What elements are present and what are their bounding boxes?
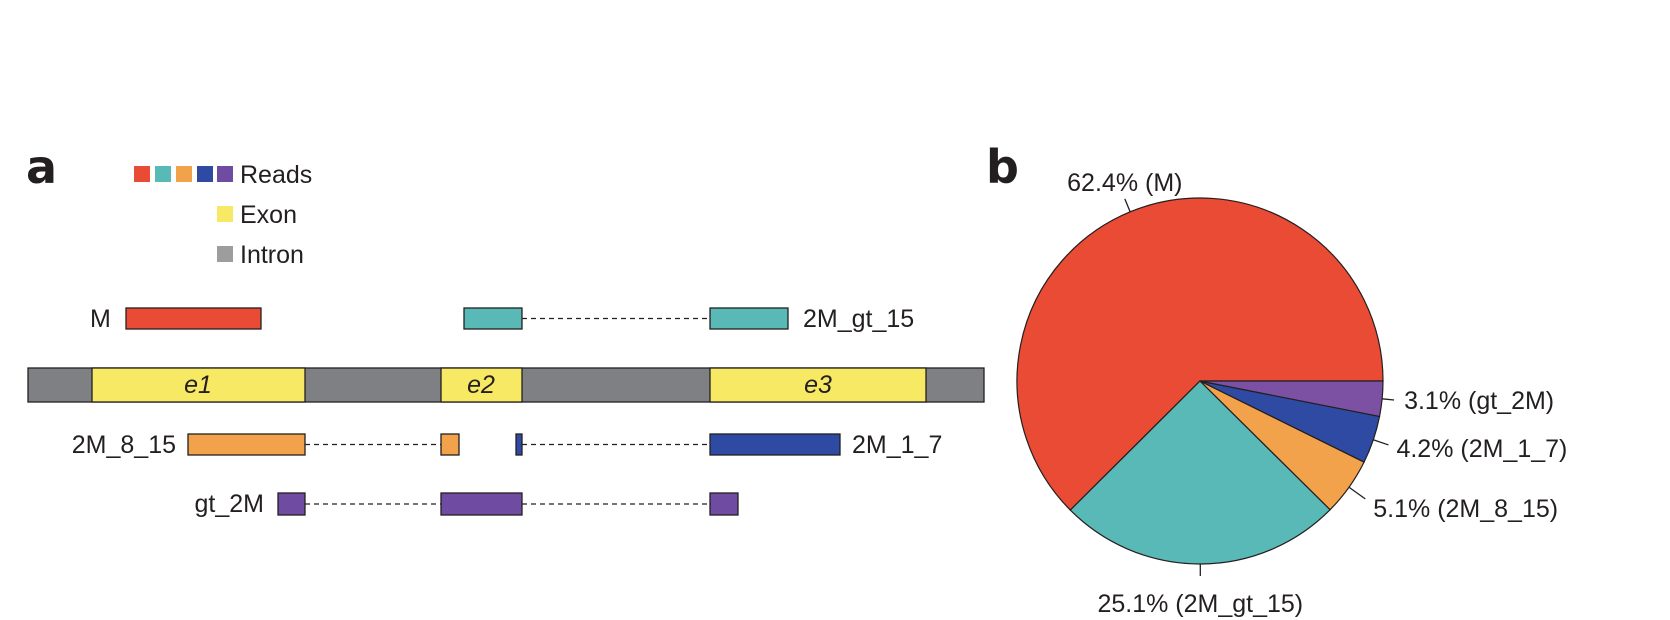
read-m-block — [125, 307, 262, 330]
read-2m-gt-15-block-1 — [463, 307, 523, 330]
read-2m-8-15: 2M_8_15 — [72, 431, 460, 459]
read-gt-2m: gt_2M — [195, 490, 739, 518]
pie-label-tick-2m-8-15 — [1348, 486, 1366, 500]
exon-e2-label: e2 — [467, 371, 495, 399]
exon-e3-label: e3 — [804, 371, 832, 399]
pie-label-gt-2m: 3.1% (gt_2M) — [1404, 387, 1554, 415]
legend-intron-label: Intron — [240, 241, 304, 269]
read-m: M — [90, 305, 262, 333]
read-2m-1-7-block-1 — [515, 433, 523, 456]
pie-slice-m — [1016, 197, 1384, 511]
read-2m-gt-15-block-2 — [709, 307, 789, 330]
panel-a-label: a — [26, 140, 57, 194]
exon-e2 — [440, 367, 523, 403]
read-gt-2m-block-2 — [440, 492, 523, 516]
panel-b: b 62.4% (M) 25.1% (2M_gt_15) 5.1% (2M_8_15… — [986, 140, 1567, 618]
legend-read-swatch-4 — [197, 166, 213, 182]
legend-intron-swatch — [217, 246, 233, 262]
read-2m-8-15-block-2 — [440, 433, 460, 456]
legend: Reads Exon Intron — [134, 161, 312, 269]
pie-slice-gt-2m — [1199, 380, 1384, 418]
legend-exon-label: Exon — [240, 201, 297, 229]
exon-e1-label: e1 — [184, 371, 212, 399]
read-2m-1-7-block-2 — [709, 433, 841, 456]
pie-label-tick-gt-2m — [1382, 398, 1395, 401]
pie-label-2m-1-7: 4.2% (2M_1_7) — [1396, 435, 1567, 463]
read-gt-2m-label: gt_2M — [195, 490, 264, 518]
gene-model: e1 e2 e3 — [27, 367, 985, 403]
read-2m-1-7-label: 2M_1_7 — [852, 431, 942, 459]
read-gt-2m-block-3 — [709, 492, 739, 516]
read-2m-8-15-block-1 — [187, 433, 306, 456]
pie-chart: 62.4% (M) 25.1% (2M_gt_15) 5.1% (2M_8_15) 4… — [1016, 169, 1567, 618]
pie-label-tick-m — [1124, 198, 1131, 213]
read-2m-1-7: 2M_1_7 — [515, 431, 942, 459]
pie-label-tick-2m-1-7 — [1373, 439, 1389, 446]
exon-e1 — [91, 367, 306, 403]
legend-reads-label: Reads — [240, 161, 312, 189]
read-2m-gt-15-label: 2M_gt_15 — [803, 305, 914, 333]
panel-b-label: b — [986, 140, 1019, 194]
pie-label-2m-8-15: 5.1% (2M_8_15) — [1373, 495, 1558, 523]
read-gt-2m-block-1 — [277, 492, 306, 516]
exon-e3 — [709, 367, 927, 403]
legend-exon-swatch — [217, 206, 233, 222]
legend-read-swatch-1 — [134, 166, 150, 182]
legend-read-swatch-5 — [217, 166, 233, 182]
legend-read-swatch-2 — [155, 166, 171, 182]
read-m-label: M — [90, 305, 111, 333]
panel-a: a Reads Exon Intron M 2M_gt_15 — [26, 140, 985, 518]
pie-label-m: 62.4% (M) — [1067, 169, 1182, 197]
pie-label-2m-gt-15: 25.1% (2M_gt_15) — [1097, 590, 1303, 618]
read-2m-8-15-label: 2M_8_15 — [72, 431, 176, 459]
read-2m-gt-15: 2M_gt_15 — [463, 305, 914, 333]
legend-read-swatch-3 — [176, 166, 192, 182]
